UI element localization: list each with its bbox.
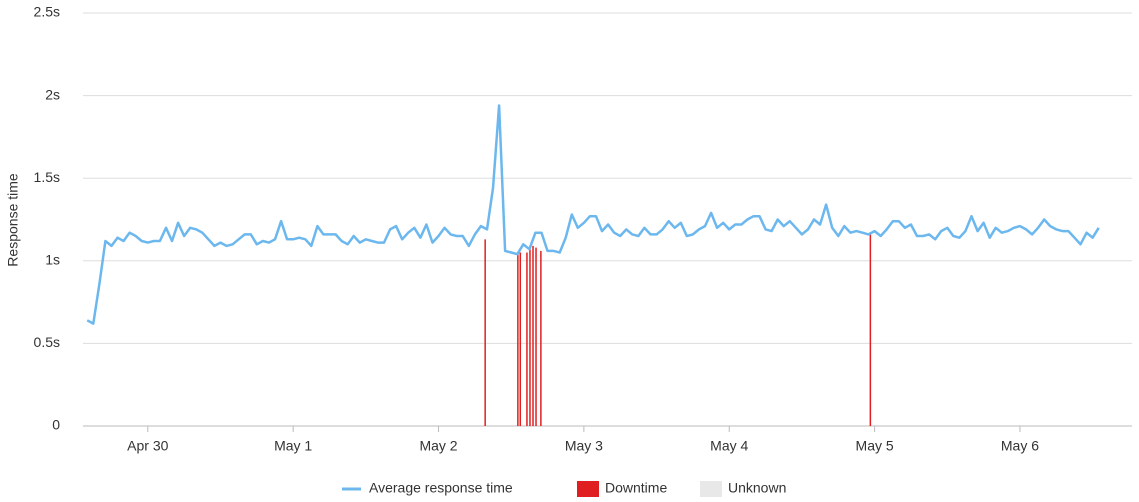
y-tick-label: 1s bbox=[45, 252, 60, 268]
x-tick-label: Apr 30 bbox=[127, 438, 168, 454]
y-tick-label: 0 bbox=[52, 417, 60, 433]
legend-swatch bbox=[700, 481, 722, 497]
legend-label: Unknown bbox=[728, 480, 786, 496]
y-tick-label: 2s bbox=[45, 86, 60, 102]
x-tick-label: May 5 bbox=[856, 438, 894, 454]
x-tick-label: May 3 bbox=[565, 438, 603, 454]
x-tick-label: May 4 bbox=[710, 438, 748, 454]
x-tick-label: May 2 bbox=[419, 438, 457, 454]
y-tick-label: 0.5s bbox=[34, 334, 60, 350]
legend-label: Downtime bbox=[605, 480, 667, 496]
x-tick-label: May 1 bbox=[274, 438, 312, 454]
y-tick-label: 1.5s bbox=[34, 169, 60, 185]
y-tick-label: 2.5s bbox=[34, 4, 60, 20]
y-axis-label: Response time bbox=[5, 173, 21, 267]
line-series bbox=[86, 104, 1100, 325]
x-tick-label: May 6 bbox=[1001, 438, 1039, 454]
legend-label: Average response time bbox=[369, 480, 513, 496]
legend-swatch bbox=[577, 481, 599, 497]
